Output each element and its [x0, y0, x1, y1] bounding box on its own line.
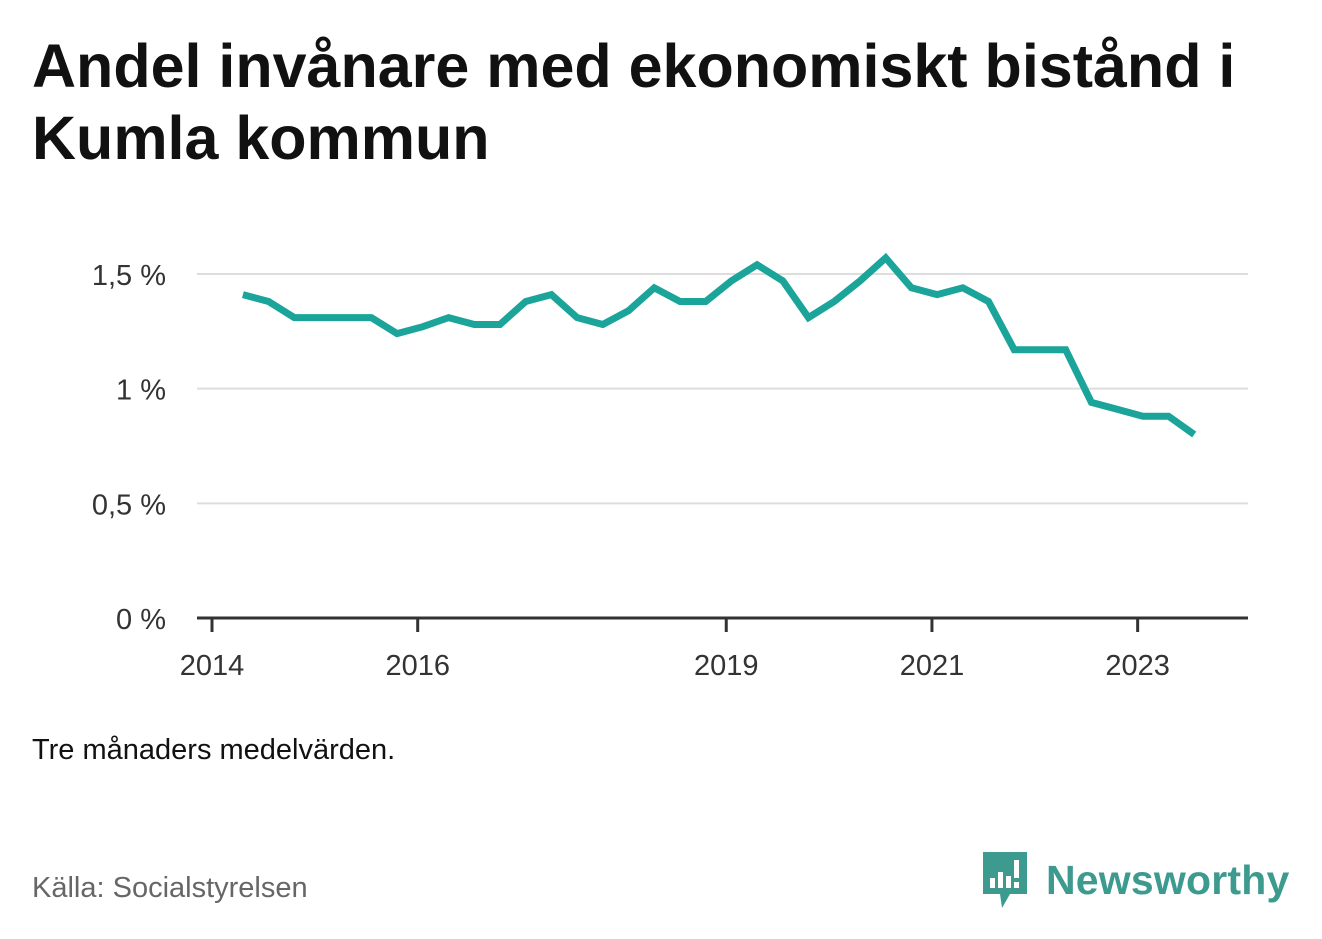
chart-title: Andel invånare med ekonomiskt bistånd i … — [32, 32, 1236, 172]
chart-note: Tre månaders medelvärden. — [32, 734, 396, 766]
x-tick-label: 2023 — [1105, 650, 1170, 682]
x-tick-label: 2016 — [385, 650, 450, 682]
source-credit: Källa: Socialstyrelsen — [32, 872, 308, 904]
y-tick-label: 1 % — [116, 375, 166, 407]
x-tick-label: 2021 — [900, 650, 965, 682]
y-tick-label: 1,5 % — [92, 260, 166, 292]
gridlines — [197, 273, 1248, 505]
brand-name: Newsworthy — [1046, 856, 1290, 903]
newsworthy-logo-icon — [983, 852, 1027, 908]
x-tick-label: 2019 — [694, 650, 759, 682]
series-layer — [241, 252, 1197, 438]
y-tick-label: 0 % — [116, 604, 166, 636]
x-tick-label: 2014 — [180, 650, 245, 682]
brand-logo-block: Newsworthy — [980, 848, 1290, 912]
x-axis: 2014 2016 2019 2021 2023 — [180, 616, 1248, 682]
y-axis-ticks: 0 % 0,5 % 1 % 1,5 % — [92, 260, 166, 636]
series-line — [241, 252, 1197, 438]
y-tick-label: 0,5 % — [92, 489, 166, 521]
